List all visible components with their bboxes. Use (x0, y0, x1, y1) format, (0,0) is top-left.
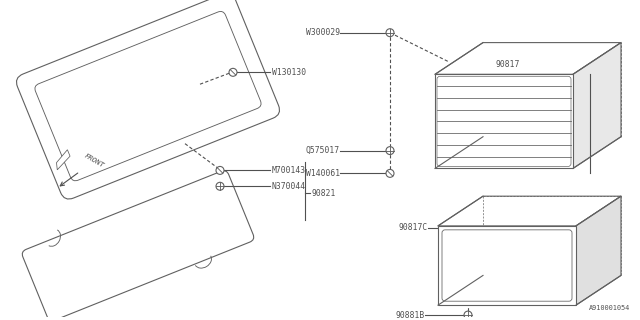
Circle shape (386, 147, 394, 155)
Polygon shape (56, 150, 70, 170)
Circle shape (216, 182, 224, 190)
Circle shape (386, 169, 394, 177)
Circle shape (229, 68, 237, 76)
Polygon shape (573, 43, 621, 168)
Text: FRONT: FRONT (83, 152, 105, 168)
Text: 90817C: 90817C (399, 223, 428, 232)
Text: W140061: W140061 (306, 169, 340, 178)
Text: W130130: W130130 (272, 68, 306, 77)
Text: N370044: N370044 (272, 182, 306, 191)
Text: 90881B: 90881B (396, 310, 425, 320)
Circle shape (464, 311, 472, 319)
Polygon shape (576, 196, 621, 305)
FancyBboxPatch shape (17, 0, 280, 199)
Text: A910001054: A910001054 (589, 305, 630, 311)
Polygon shape (438, 226, 576, 305)
Polygon shape (438, 196, 621, 226)
Text: 90821: 90821 (312, 189, 337, 198)
FancyBboxPatch shape (35, 12, 261, 181)
FancyBboxPatch shape (22, 171, 253, 320)
Text: M700143: M700143 (272, 166, 306, 175)
Circle shape (216, 166, 224, 174)
Text: Q575017: Q575017 (306, 146, 340, 155)
Polygon shape (435, 43, 621, 74)
Text: W300029: W300029 (306, 28, 340, 37)
Text: 90817: 90817 (495, 60, 520, 69)
Polygon shape (435, 74, 573, 168)
Circle shape (386, 29, 394, 37)
